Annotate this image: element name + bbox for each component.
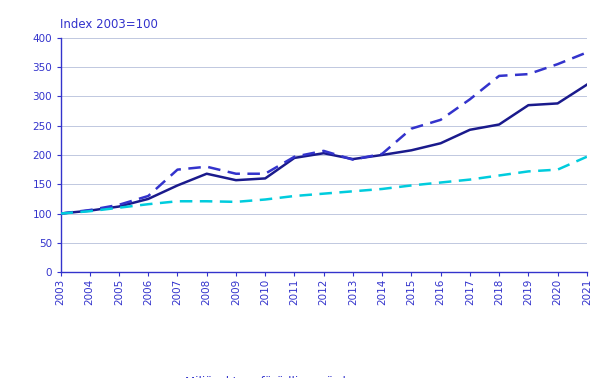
Line: Miljösektorn produktionsvärde: Miljösektorn produktionsvärde [60,53,587,214]
BNP [583,155,590,159]
BNP [145,202,152,206]
BNP [261,197,269,202]
Miljösektorn förädlingsvärde [379,153,386,157]
Miljösektorn förädlingsvärde [116,204,123,209]
Miljösektorn produktionsvärde [57,211,64,216]
BNP [320,191,327,196]
Miljösektorn produktionsvärde [437,118,444,122]
Miljösektorn produktionsvärde [86,208,93,212]
BNP [408,183,415,188]
BNP [57,211,64,216]
Miljösektorn förädlingsvärde [437,141,444,146]
Miljösektorn produktionsvärde [145,194,152,198]
Miljösektorn förädlingsvärde [466,127,474,132]
Miljösektorn produktionsvärde [320,149,327,153]
BNP [437,180,444,185]
Miljösektorn produktionsvärde [349,157,356,162]
Legend: Miljösektorn förädlingsvärde, Miljösektorn produktionsvärde, BNP: Miljösektorn förädlingsvärde, Miljösekto… [145,376,365,378]
Miljösektorn förädlingsvärde [408,148,415,153]
Miljösektorn produktionsvärde [379,152,386,156]
BNP [116,206,123,210]
Miljösektorn förädlingsvärde [261,176,269,181]
Miljösektorn förädlingsvärde [291,156,298,160]
Miljösektorn förädlingsvärde [583,82,590,87]
Miljösektorn produktionsvärde [232,172,240,176]
Miljösektorn produktionsvärde [116,203,123,207]
Miljösektorn produktionsvärde [261,172,269,176]
Miljösektorn förädlingsvärde [554,101,561,106]
BNP [554,167,561,172]
Miljösektorn förädlingsvärde [203,172,211,176]
Miljösektorn produktionsvärde [466,97,474,102]
Miljösektorn produktionsvärde [203,164,211,169]
Miljösektorn förädlingsvärde [495,122,503,127]
Miljösektorn produktionsvärde [408,126,415,131]
Miljösektorn produktionsvärde [583,50,590,55]
BNP [349,189,356,194]
BNP [495,173,503,178]
BNP [379,187,386,191]
Miljösektorn produktionsvärde [174,167,181,172]
BNP [174,199,181,203]
Miljösektorn förädlingsvärde [525,103,532,107]
Miljösektorn förädlingsvärde [145,197,152,201]
Miljösektorn förädlingsvärde [174,183,181,188]
BNP [86,209,93,214]
BNP [525,169,532,174]
Miljösektorn förädlingsvärde [86,208,93,213]
BNP [232,200,240,204]
Miljösektorn produktionsvärde [291,155,298,159]
Miljösektorn produktionsvärde [554,62,561,67]
BNP [291,194,298,198]
Miljösektorn produktionsvärde [525,72,532,76]
Miljösektorn förädlingsvärde [57,211,64,216]
Miljösektorn förädlingsvärde [320,151,327,155]
Line: BNP: BNP [60,157,587,214]
BNP [466,177,474,182]
Miljösektorn produktionsvärde [495,74,503,78]
Text: Index 2003=100: Index 2003=100 [60,18,159,31]
Miljösektorn förädlingsvärde [232,178,240,183]
Miljösektorn förädlingsvärde [349,157,356,161]
Line: Miljösektorn förädlingsvärde: Miljösektorn förädlingsvärde [60,85,587,214]
BNP [203,199,211,203]
